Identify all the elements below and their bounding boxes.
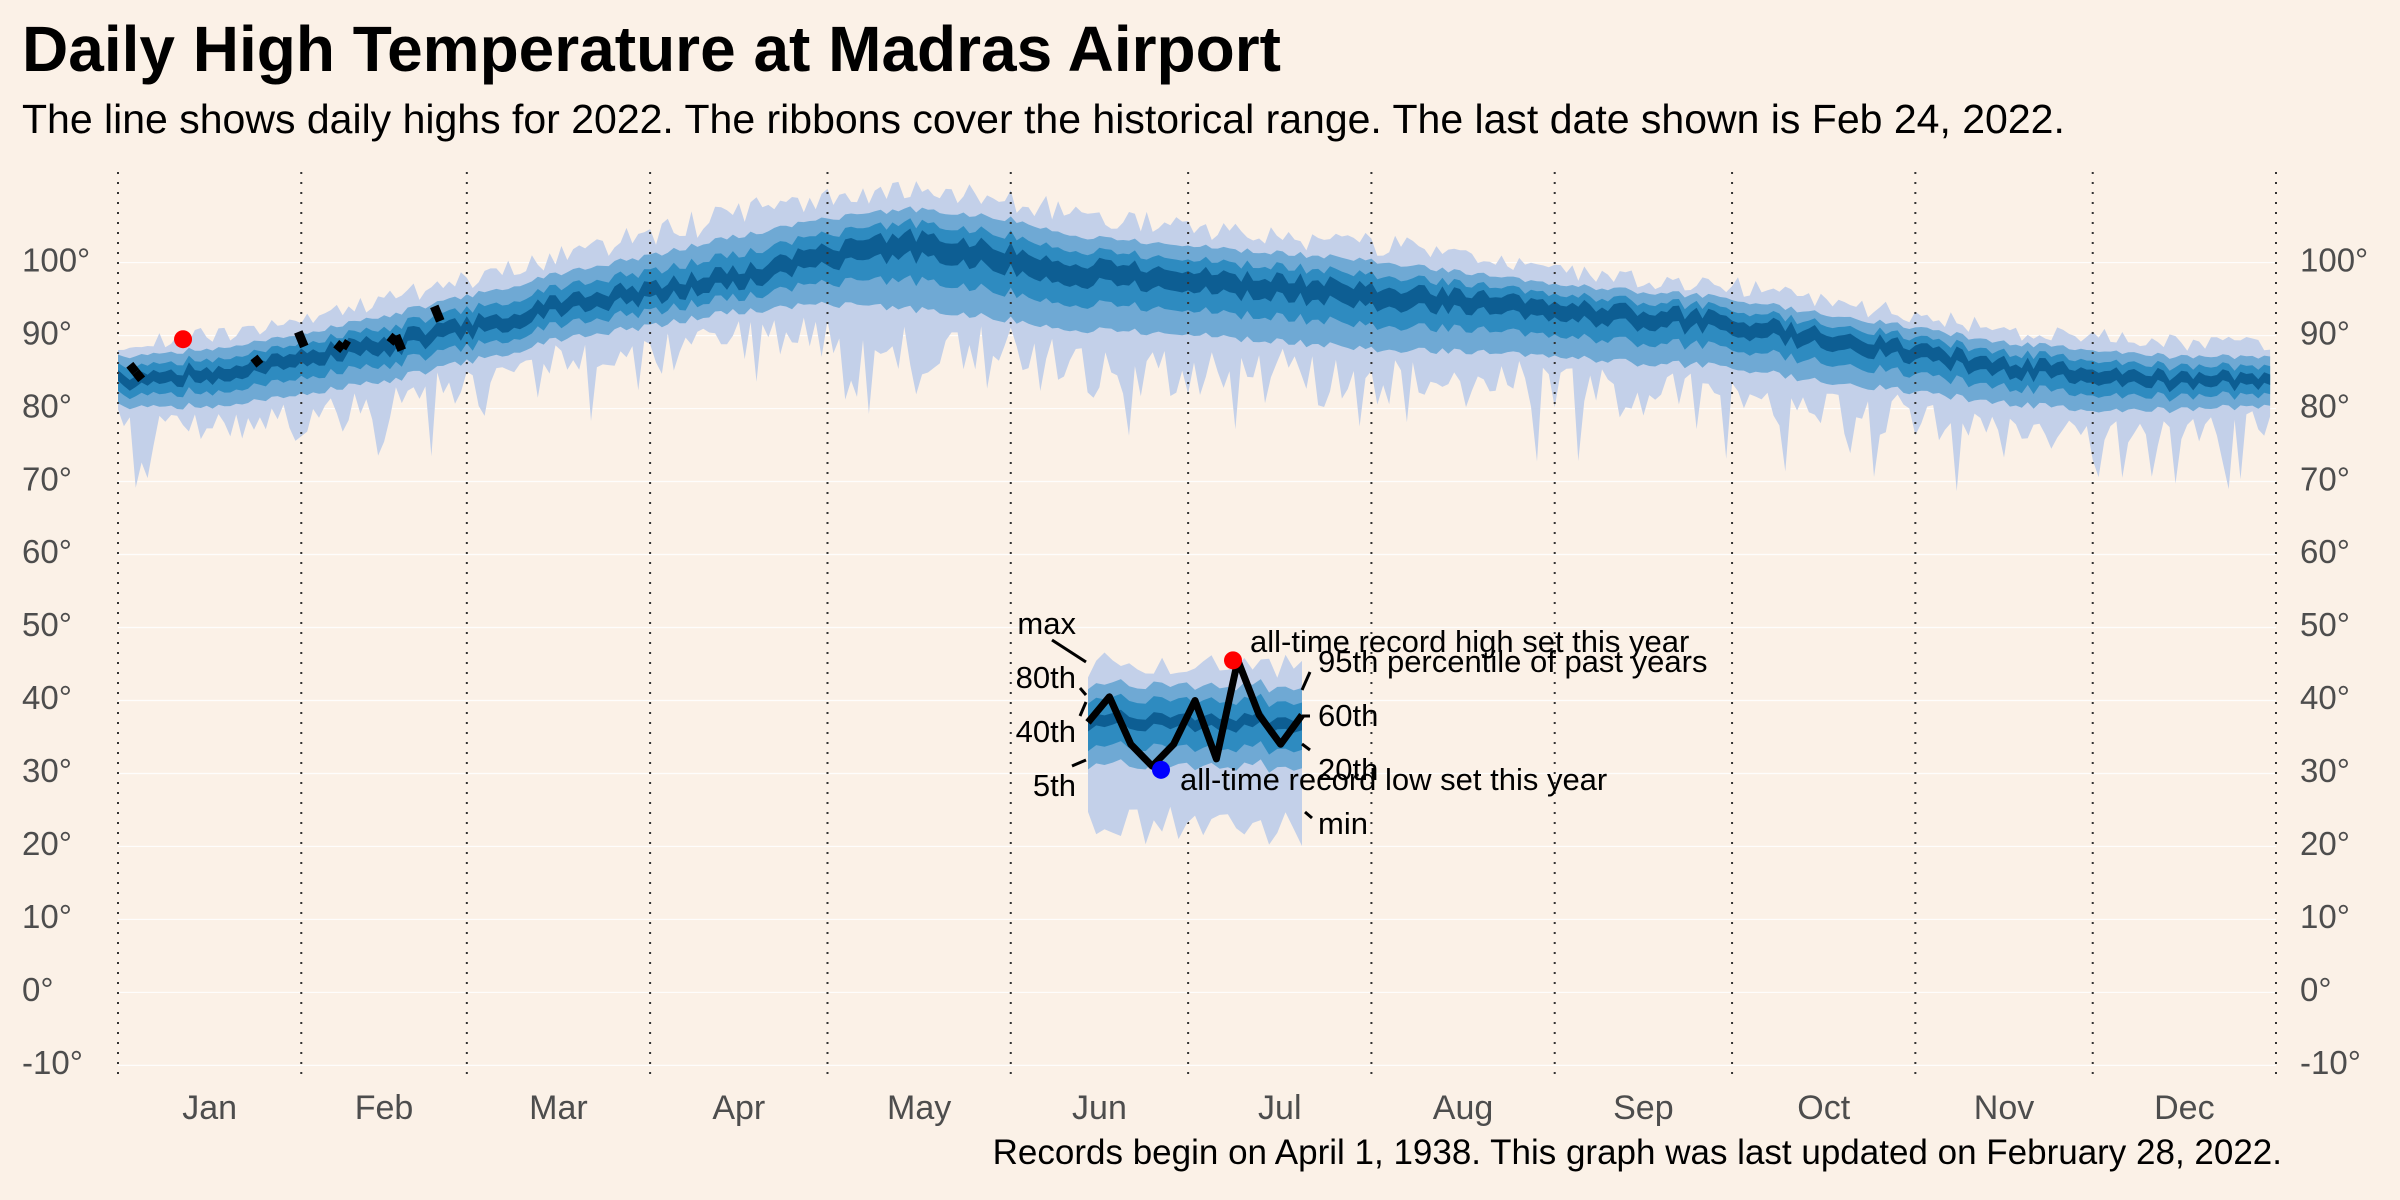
month-label-feb: Feb [355,1089,414,1127]
chart-subtitle: The line shows daily highs for 2022. The… [22,96,2065,142]
y-tick-right: 0° [2300,971,2332,1008]
month-label-aug: Aug [1433,1089,1494,1127]
legend-record-low-marker [1152,760,1170,779]
line-segment-2022 [250,354,264,368]
y-tick-right: 50° [2300,606,2350,643]
month-separators [117,172,2277,1082]
legend-leader [1051,638,1087,664]
legend-leader [1304,810,1313,820]
y-tick-left: 0° [22,971,54,1008]
y-tick-right: 90° [2300,314,2350,351]
legend-leader [1300,671,1312,691]
y-tick-right: 40° [2300,679,2350,716]
y-tick-right: 20° [2300,825,2350,862]
band-80-20 [118,218,2271,402]
month-label-apr: Apr [712,1089,765,1127]
line-segment-2022 [391,333,406,352]
historical-bands [118,181,2271,492]
legend-label-left: max [1017,606,1076,641]
month-label-sep: Sep [1613,1089,1674,1127]
point-2022 [294,330,309,349]
legend-label-left: 80th [1016,660,1076,695]
legend-leader [1301,742,1311,752]
record-high-marker [174,330,193,349]
legend-label-left: 40th [1016,714,1076,749]
legend-label-right: 95th percentile of past years [1318,644,1707,679]
y-tick-left: 90° [22,314,72,351]
chart-title: Daily High Temperature at Madras Airport [22,13,1281,85]
legend-record-low-label: all-time record low set this year [1180,762,1607,797]
line-segment-2022 [333,340,347,353]
legend-leader [1078,687,1088,696]
band-60-40 [118,228,2271,393]
y-tick-left: 10° [22,898,72,935]
y-tick-right: 30° [2300,752,2350,789]
y-tick-right: 10° [2300,898,2350,935]
y-tick-right: 80° [2300,387,2350,424]
line-segment-2022 [340,339,351,351]
y-tick-left: 50° [22,606,72,643]
month-label-oct: Oct [1797,1089,1850,1127]
y-tick-right: 70° [2300,460,2350,497]
y-tick-left: 20° [22,825,72,862]
y-tick-left: 40° [22,679,72,716]
legend-band-60-40 [1088,709,1302,735]
axis-labels: Jan Feb Mar Apr May Jun Jul Aug Sep Oct Nov Dec -10°… [22,241,2368,1127]
y-tick-left: 30° [22,752,72,789]
legend-leader [1078,701,1088,717]
y-tick-left: 70° [22,460,72,497]
month-label-nov: Nov [1974,1089,2034,1127]
y-tick-left: 100° [22,241,90,278]
legend-line [1085,656,1305,770]
month-label-jan: Jan [182,1089,237,1127]
line-segment-2022 [126,361,140,375]
point-2022 [430,304,445,323]
legend-label-right: 60th [1318,698,1378,733]
month-label-may: May [887,1089,951,1127]
y-tick-right: 60° [2300,533,2350,570]
month-label-mar: Mar [529,1089,588,1127]
y-tick-right: 100° [2300,241,2368,278]
line-2022 [126,304,445,383]
legend-label-right: min [1318,806,1368,841]
month-label-jul: Jul [1258,1089,1301,1127]
y-tick-left: -10° [22,1044,83,1081]
legend-label-right: 20th [1318,752,1378,787]
legend-record-high-marker [1224,651,1242,670]
legend-leader [1071,758,1087,768]
legend-key: max 80th 40th 5th 95th percentile of past ye… [1016,606,1707,846]
month-label-jun: Jun [1072,1089,1127,1127]
chart-caption: Records begin on April 1, 1938. This gra… [992,1133,2282,1172]
legend-record-high-label: all-time record high set this year [1250,624,1689,659]
y-tick-left: 80° [22,387,72,424]
month-label-dec: Dec [2154,1089,2214,1127]
y-tick-right: -10° [2300,1044,2361,1081]
line-segment-2022 [132,369,146,383]
legend-label-left: 5th [1033,768,1076,803]
y-tick-left: 60° [22,533,72,570]
